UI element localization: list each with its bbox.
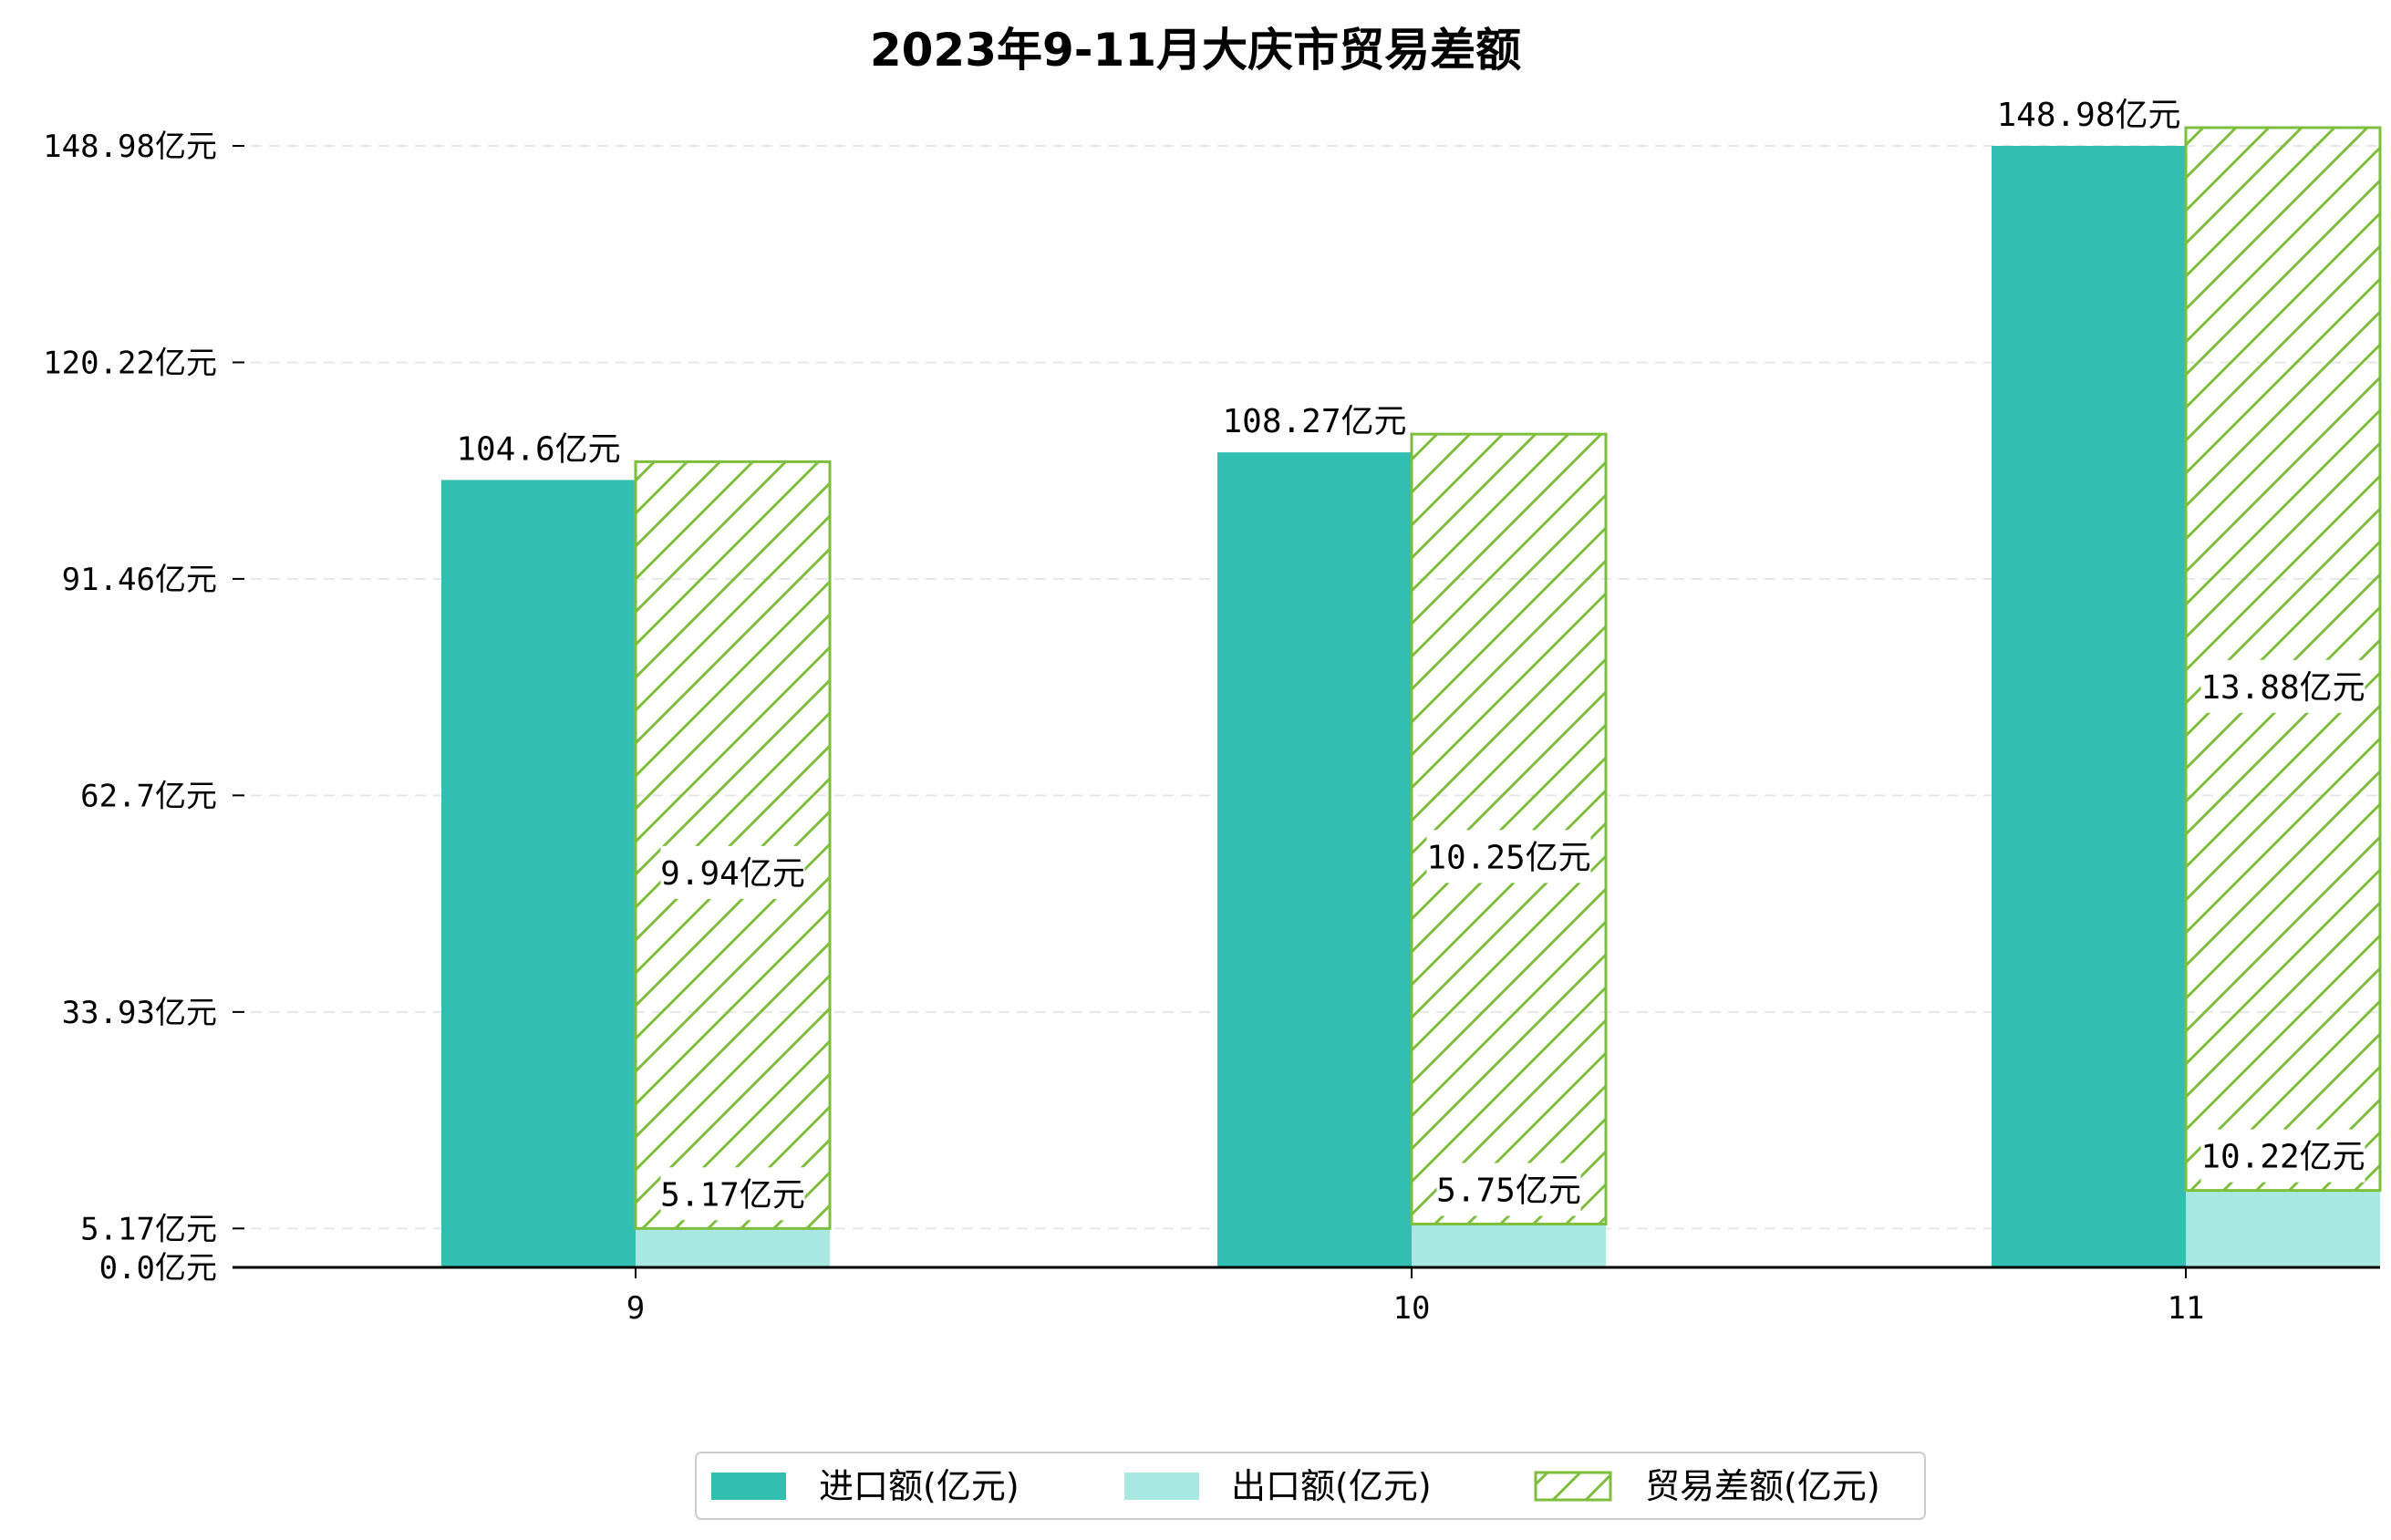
y-tick-label: 91.46亿元 (62, 562, 217, 598)
y-tick-label: 0.0亿元 (99, 1250, 217, 1287)
data-label-export: 5.17亿元 (660, 1176, 805, 1214)
data-label-trade-balance: 13.88亿元 (2200, 669, 2365, 707)
data-label-import: 108.27亿元 (1222, 403, 1406, 440)
x-axis: 9 10 11 (233, 1266, 2380, 1327)
y-tick-label: 120.22亿元 (43, 345, 217, 381)
bar-export (1412, 1224, 1606, 1267)
data-labels: 104.6亿元 5.17亿元 9.94亿元 108.27亿元 5.75亿元 10.25亿元… (456, 97, 2365, 1221)
legend-swatch-export (1124, 1473, 1199, 1500)
data-label-export-bg (1436, 1163, 1581, 1216)
data-label-trade-balance-bg (2200, 659, 2365, 713)
data-label-export: 10.22亿元 (2200, 1139, 2365, 1176)
data-label-trade-balance: 9.94亿元 (660, 855, 805, 893)
bar-import (1217, 452, 1412, 1267)
bar-trade-balance (2184, 126, 2382, 1193)
bar-import (441, 480, 636, 1267)
legend: 进口额(亿元) 出口额(亿元) 贸易差额(亿元) (695, 1452, 1926, 1520)
bars (441, 126, 2382, 1267)
bar-export (636, 1228, 830, 1267)
y-tick-label: 148.98亿元 (43, 129, 217, 165)
data-label-trade-balance: 10.25亿元 (1426, 839, 1590, 876)
data-label-export: 5.75亿元 (1436, 1173, 1581, 1210)
y-tick-label: 33.93亿元 (62, 995, 217, 1031)
bar-trade-balance (634, 460, 832, 1230)
legend-label-import: 进口额(亿元) (819, 1466, 1020, 1506)
x-tick-label: 9 (626, 1290, 645, 1327)
data-label-export-bg (660, 1167, 805, 1221)
chart-title: 2023年9-11月大庆市贸易差额 (870, 24, 1521, 77)
y-tick-label: 5.17亿元 (80, 1211, 217, 1247)
bar-import (1992, 146, 2186, 1267)
data-label-export-bg (2200, 1129, 2365, 1183)
data-label-trade-balance-bg (1426, 830, 1591, 884)
y-tick-label: 62.7亿元 (80, 778, 217, 814)
x-tick-label: 10 (1393, 1290, 1431, 1327)
x-tick-label: 11 (2168, 1290, 2205, 1327)
legend-label-balance: 贸易差额(亿元) (1645, 1466, 1880, 1506)
bar-export (2186, 1190, 2380, 1267)
legend-swatch-balance (1534, 1471, 1612, 1502)
legend-label-export: 出口额(亿元) (1231, 1466, 1432, 1506)
legend-swatch-import (711, 1473, 786, 1500)
legend-frame (695, 1452, 1926, 1520)
data-label-import: 104.6亿元 (456, 430, 620, 468)
data-label-trade-balance-bg (660, 845, 805, 899)
data-label-import: 148.98亿元 (1996, 97, 2180, 134)
bar-trade-balance (1410, 432, 1608, 1226)
